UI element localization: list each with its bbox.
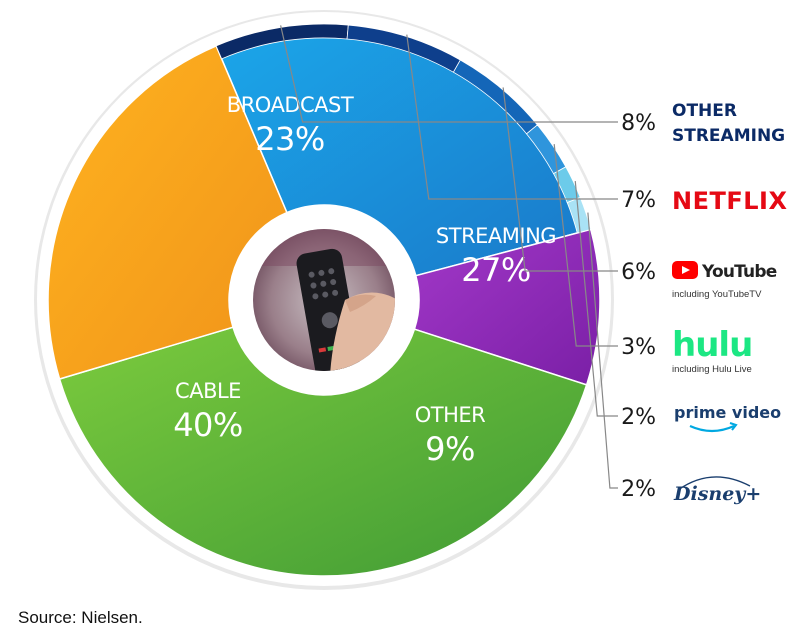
breakdown-value-netflix: 7% — [621, 188, 656, 213]
slice-value-streaming: 27% — [461, 251, 531, 289]
slice-value-other: 9% — [425, 430, 475, 468]
slice-value-broadcast: 23% — [255, 120, 325, 158]
leader-line-hulu — [553, 144, 618, 347]
other-streaming-line: STREAMING — [672, 126, 785, 146]
slice-label-other: OTHER — [415, 403, 486, 427]
breakdown-value-disney-plus: 2% — [621, 477, 656, 502]
slice-broadcast — [47, 44, 288, 380]
source-note: Source: Nielsen. — [18, 608, 143, 627]
youtube-subtext: including YouTubeTV — [672, 289, 762, 300]
breakdown-value-hulu: 3% — [621, 335, 656, 360]
leader-line-netflix — [406, 34, 618, 200]
youtube-wordmark: YouTube — [701, 262, 777, 282]
youtube-logo: YouTube including YouTubeTV — [672, 261, 778, 300]
hulu-wordmark: hulu — [672, 325, 752, 365]
leader-line-prime-video — [574, 180, 618, 417]
pie-chart: STREAMING27%OTHER9%CABLE40%BROADCAST23% … — [34, 10, 787, 590]
prime-video-wordmark: prime video — [674, 403, 781, 422]
slice-label-cable: CABLE — [175, 379, 241, 403]
slice-other — [413, 228, 601, 386]
slice-value-cable: 40% — [173, 406, 243, 444]
other-streaming-line: OTHER — [672, 101, 737, 121]
netflix-logo: NETFLIX — [672, 187, 787, 215]
slice-label-broadcast: BROADCAST — [227, 93, 354, 117]
breakdown-value-prime-video: 2% — [621, 405, 656, 430]
other-streaming-text: OTHER STREAMING — [672, 101, 785, 146]
breakdown-value-youtube: 6% — [621, 260, 656, 285]
leader-line-other-streaming — [280, 25, 618, 123]
disney-arc-icon — [677, 476, 751, 491]
breakdown-value-other-streaming: 8% — [621, 111, 656, 136]
hulu-subtext: including Hulu Live — [672, 364, 752, 375]
slice-cable — [58, 326, 588, 577]
slice-label-streaming: STREAMING — [436, 224, 556, 248]
leader-line-youtube — [502, 87, 618, 272]
prime-video-logo: prime video — [674, 403, 781, 433]
disney-plus-logo: Disney+ — [673, 476, 761, 505]
netflix-wordmark: NETFLIX — [672, 187, 787, 215]
prime-smile-icon — [689, 424, 735, 433]
disney-plus-wordmark: Disney+ — [673, 483, 761, 505]
leader-line-disney-plus — [587, 212, 618, 489]
